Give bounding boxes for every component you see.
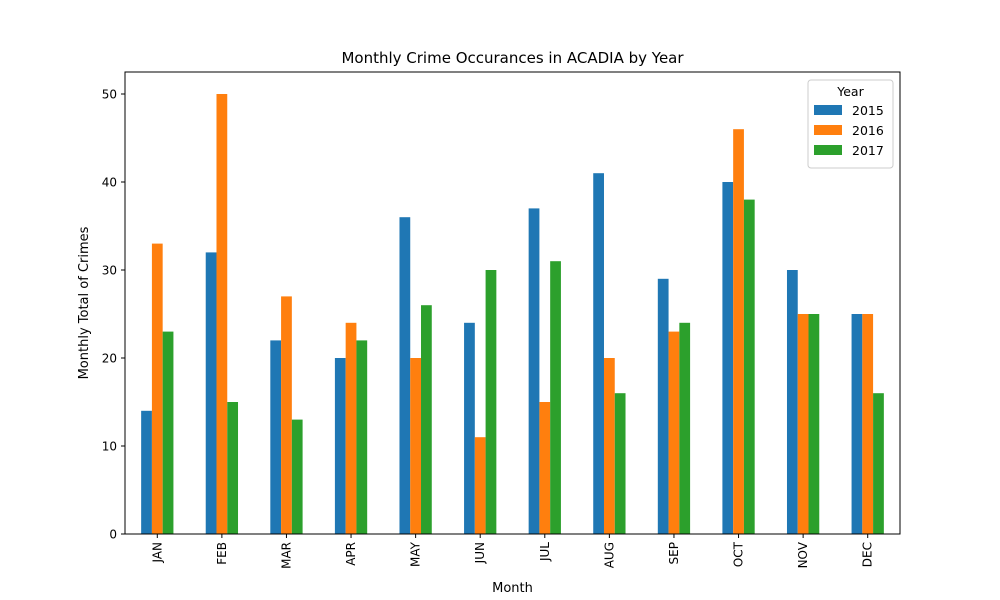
y-axis-label: Monthly Total of Crimes	[77, 226, 92, 379]
y-tick-label: 0	[109, 528, 117, 542]
bar-2016-jul	[539, 402, 551, 534]
bar-2016-sep	[668, 331, 680, 534]
bar-2016-dec	[862, 314, 874, 534]
y-tick-label: 20	[102, 352, 117, 366]
bar-2016-oct	[733, 129, 744, 534]
legend-label-2016: 2016	[852, 123, 884, 138]
x-tick-label-apr: APR	[344, 542, 358, 566]
bar-2015-dec	[851, 314, 863, 534]
bar-2015-feb	[205, 252, 217, 534]
y-axis-ticks: 0 10 20 30 40 50	[102, 88, 125, 542]
bar-2016-aug	[603, 358, 615, 534]
bar-2015-nov	[786, 270, 798, 534]
bar-2017-feb	[227, 402, 239, 534]
x-tick-label-mar: MAR	[279, 542, 293, 569]
bar-2015-sep	[657, 278, 669, 534]
x-axis-ticks: JAN FEB MAR APR MAY JUN JUL AUG SEP OCT NOV DEC	[150, 534, 875, 569]
chart-title: Monthly Crime Occurances in ACADIA by Ye…	[341, 49, 684, 67]
bar-2017-mar	[291, 419, 303, 534]
bar-2016-jan	[151, 243, 163, 534]
bar-2015-apr	[334, 358, 346, 534]
legend-label-2017: 2017	[852, 143, 884, 158]
legend-swatch-2017	[814, 145, 842, 155]
x-tick-label-jul: JUL	[538, 542, 552, 562]
y-tick-label: 10	[102, 440, 117, 454]
bar-2016-mar	[281, 296, 292, 534]
legend: Year 2015 2016 2017	[807, 79, 894, 169]
bar-2015-mar	[270, 340, 282, 534]
bar-2016-apr	[345, 322, 357, 534]
x-tick-label-oct: OCT	[732, 541, 746, 567]
y-tick-label: 40	[102, 176, 117, 190]
x-tick-label-jan: JAN	[150, 542, 164, 564]
x-tick-label-feb: FEB	[215, 542, 229, 565]
bar-2016-nov	[797, 314, 809, 534]
bar-2016-jun	[474, 437, 486, 534]
bar-2017-sep	[679, 322, 691, 534]
bar-2016-feb	[216, 94, 228, 534]
bar-2016-may	[410, 358, 421, 534]
x-tick-label-jun: JUN	[473, 542, 487, 564]
bar-2015-jun	[464, 322, 475, 534]
y-tick-label: 30	[102, 264, 117, 278]
x-tick-label-aug: AUG	[602, 542, 616, 568]
bar-2017-apr	[356, 340, 368, 534]
bar-2017-oct	[743, 199, 755, 534]
x-tick-label-dec: DEC	[861, 542, 875, 567]
bar-2015-jul	[528, 208, 540, 534]
bar-2017-nov	[808, 314, 820, 534]
bar-2017-may	[421, 305, 432, 534]
legend-items: 2015 2016 2017	[814, 103, 884, 158]
bars-group	[141, 94, 884, 534]
bar-2015-oct	[722, 182, 734, 534]
plot-frame	[124, 71, 901, 535]
bar-2017-jun	[485, 270, 497, 534]
bar-2015-aug	[593, 173, 604, 534]
bar-2017-jan	[162, 331, 174, 534]
bar-2015-jan	[141, 410, 152, 534]
bar-2017-dec	[873, 393, 884, 534]
legend-label-2015: 2015	[852, 103, 884, 118]
bar-2017-aug	[614, 393, 626, 534]
x-axis-label: Month	[492, 581, 533, 596]
legend-swatch-2015	[814, 105, 842, 115]
bar-2017-jul	[550, 261, 561, 534]
legend-swatch-2016	[814, 125, 842, 135]
y-tick-label: 50	[102, 88, 117, 102]
bar-2015-may	[399, 217, 411, 534]
x-tick-label-nov: NOV	[796, 541, 810, 568]
x-tick-label-sep: SEP	[667, 542, 681, 564]
legend-title: Year	[836, 84, 864, 99]
x-tick-label-may: MAY	[409, 541, 423, 567]
